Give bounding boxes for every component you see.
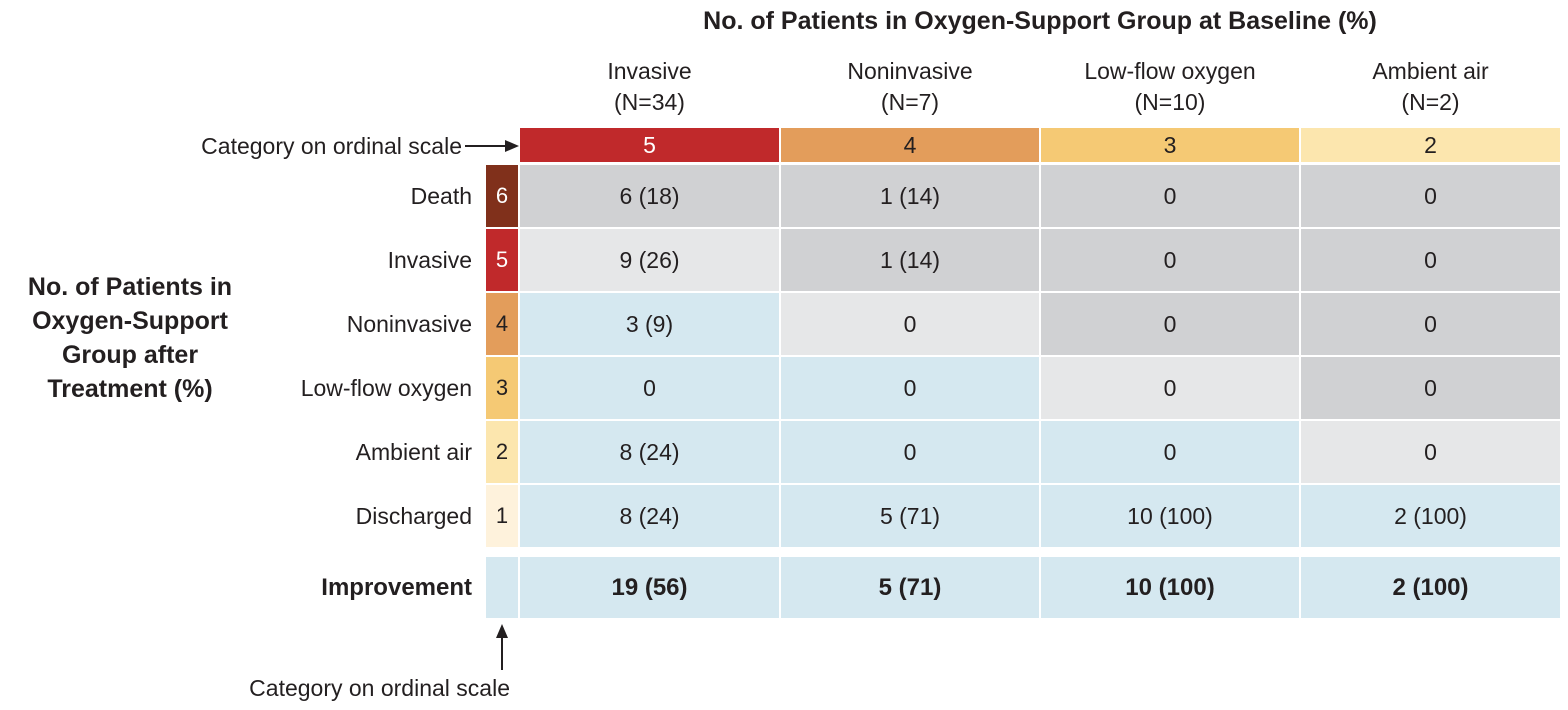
table-cell: 8 (24): [520, 421, 779, 483]
improvement-cell: 2 (100): [1301, 557, 1560, 618]
outcome-category-badge: 3: [486, 357, 518, 419]
column-header-n: (N=2): [1401, 89, 1460, 115]
table-cell: 10 (100): [1041, 485, 1299, 547]
column-header-label: Ambient air: [1372, 58, 1489, 84]
table-cell: 0: [1041, 229, 1299, 291]
column-header-n: (N=10): [1134, 89, 1206, 115]
outcome-category-badge: 2: [486, 421, 518, 483]
column-header: Invasive (N=34): [520, 56, 779, 120]
table-cell: 6 (18): [520, 165, 779, 227]
row-label: Invasive: [387, 247, 472, 273]
row-label: Noninvasive: [346, 311, 472, 337]
outcome-category-badge: 6: [486, 165, 518, 227]
table-cell: 0: [1301, 357, 1560, 419]
ordinal-scale-arrowhead-up: [496, 624, 508, 638]
table-cell: 1 (14): [781, 229, 1039, 291]
table-cell: 0: [1041, 165, 1299, 227]
table-cell: 0: [1301, 293, 1560, 355]
table-cell: 0: [520, 357, 779, 419]
column-header-label: Noninvasive: [847, 58, 973, 84]
column-header-n: (N=7): [880, 89, 940, 115]
table-cell: 0: [1041, 293, 1299, 355]
row-label: Discharged: [355, 503, 472, 529]
table-cell: 1 (14): [781, 165, 1039, 227]
improvement-category-blank: [486, 557, 518, 618]
table-cell: 0: [1041, 357, 1299, 419]
column-header: Noninvasive (N=7): [781, 56, 1039, 120]
column-header-label: Invasive: [607, 58, 692, 84]
column-header-label: Low-flow oxygen: [1084, 58, 1256, 84]
ordinal-scale-arrow-right: [465, 145, 509, 147]
table-cell: 0: [1301, 421, 1560, 483]
column-header: Low-flow oxygen (N=10): [1041, 56, 1299, 120]
baseline-category-badge: 5: [520, 128, 779, 162]
row-axis-title: No. of Patients in Oxygen-Support Group …: [27, 273, 233, 403]
table-cell: 0: [1301, 165, 1560, 227]
table-cell: 0: [781, 293, 1039, 355]
ordinal-scale-arrowhead-right: [505, 140, 519, 152]
baseline-category-badge: 4: [781, 128, 1039, 162]
chart-title: No. of Patients in Oxygen-Support Group …: [703, 7, 1377, 35]
table-cell: 0: [781, 421, 1039, 483]
ordinal-scale-arrow-up: [501, 636, 503, 670]
column-header: Ambient air (N=2): [1301, 56, 1560, 120]
ordinal-scale-label-bottom: Category on ordinal scale: [249, 675, 510, 701]
outcome-category-badge: 1: [486, 485, 518, 547]
improvement-cell: 5 (71): [781, 557, 1039, 618]
baseline-category-badge: 3: [1041, 128, 1299, 162]
improvement-cell: 10 (100): [1041, 557, 1299, 618]
improvement-cell: 19 (56): [520, 557, 779, 618]
table-cell: 9 (26): [520, 229, 779, 291]
table-cell: 5 (71): [781, 485, 1039, 547]
column-header-n: (N=34): [614, 89, 685, 115]
improvement-label: Improvement: [321, 574, 472, 601]
row-label: Ambient air: [355, 439, 472, 465]
table-cell: 2 (100): [1301, 485, 1560, 547]
outcome-category-badge: 5: [486, 229, 518, 291]
row-label: Death: [410, 183, 472, 209]
table-cell: 0: [1041, 421, 1299, 483]
ordinal-scale-label-top: Category on ordinal scale: [201, 133, 462, 159]
table-cell: 3 (9): [520, 293, 779, 355]
table-cell: 0: [781, 357, 1039, 419]
table-cell: 0: [1301, 229, 1560, 291]
baseline-category-badge: 2: [1301, 128, 1560, 162]
row-label: Low-flow oxygen: [300, 375, 472, 401]
outcome-category-badge: 4: [486, 293, 518, 355]
table-cell: 8 (24): [520, 485, 779, 547]
